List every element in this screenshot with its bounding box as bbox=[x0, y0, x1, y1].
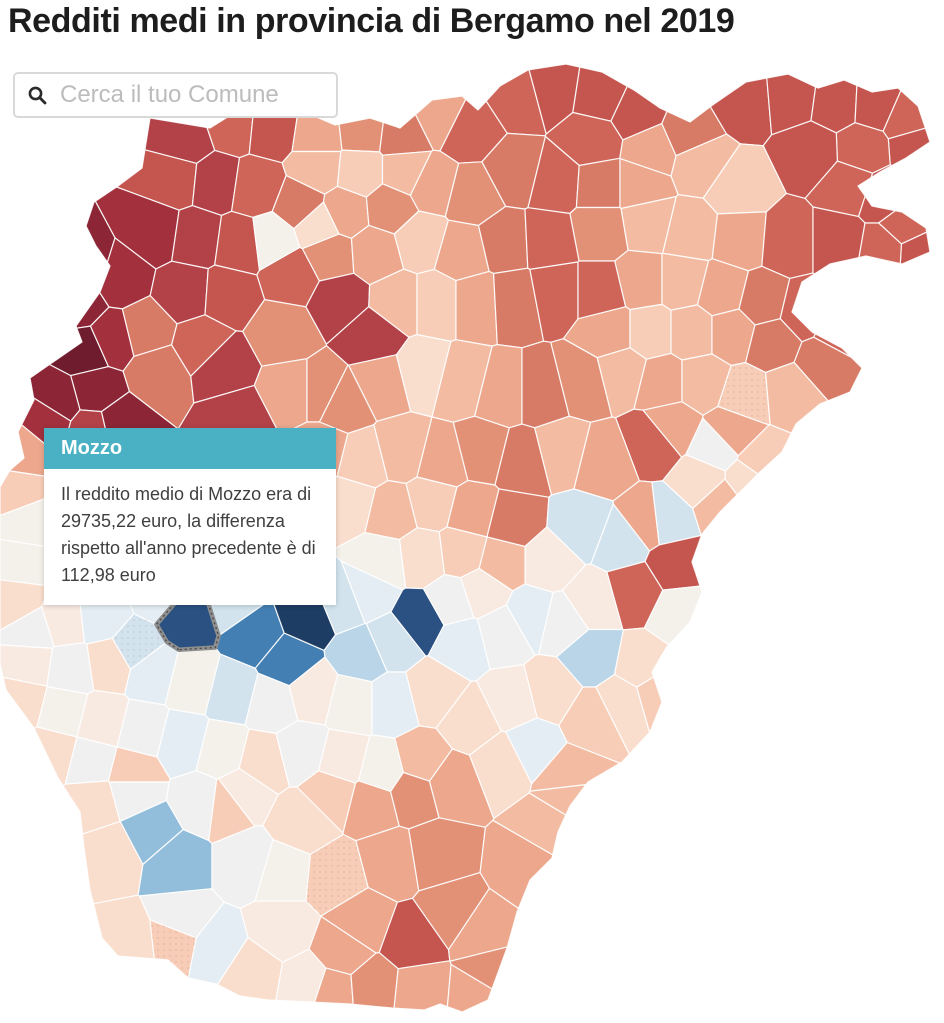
map-region[interactable] bbox=[416, 268, 457, 342]
tooltip-title: Mozzo bbox=[44, 428, 336, 469]
map-region[interactable] bbox=[393, 960, 452, 1011]
search-box bbox=[13, 72, 338, 118]
map-region-texture bbox=[150, 919, 197, 978]
map-region[interactable] bbox=[92, 894, 155, 960]
map-region[interactable] bbox=[338, 117, 384, 153]
map-region[interactable] bbox=[293, 201, 340, 250]
map-region[interactable] bbox=[46, 642, 95, 695]
map-region[interactable] bbox=[81, 820, 144, 905]
map-region[interactable] bbox=[208, 778, 256, 844]
map-region-texture bbox=[112, 613, 167, 670]
map-region-texture bbox=[306, 834, 369, 916]
map-region[interactable] bbox=[670, 304, 713, 361]
map-region[interactable] bbox=[636, 676, 663, 733]
tooltip-body: Il reddito medio di Mozzo era di 29735,2… bbox=[61, 484, 316, 585]
map-region[interactable] bbox=[724, 458, 759, 496]
map-region[interactable] bbox=[812, 206, 866, 275]
map-region[interactable] bbox=[446, 963, 493, 1013]
map-region[interactable] bbox=[455, 270, 498, 347]
search-input[interactable] bbox=[58, 80, 324, 110]
map-region[interactable] bbox=[613, 627, 670, 688]
map-region[interactable] bbox=[314, 967, 354, 1005]
page-title: Redditi medi in provincia di Bergamo nel… bbox=[8, 2, 735, 40]
map-region[interactable] bbox=[793, 336, 863, 402]
mozzo-tooltip: Mozzo Il reddito medio di Mozzo era di 2… bbox=[44, 428, 336, 605]
map-region[interactable] bbox=[165, 770, 218, 842]
map-region[interactable] bbox=[171, 205, 223, 270]
map-region[interactable] bbox=[85, 200, 116, 292]
map-region-texture bbox=[717, 362, 771, 425]
map-region[interactable] bbox=[736, 424, 792, 475]
map-region[interactable] bbox=[765, 361, 829, 434]
search-icon bbox=[28, 86, 47, 104]
map-region[interactable] bbox=[856, 222, 902, 270]
map-region[interactable] bbox=[524, 207, 580, 270]
map-region[interactable] bbox=[529, 741, 621, 792]
map-region[interactable] bbox=[569, 206, 629, 262]
map-region[interactable] bbox=[692, 478, 738, 536]
map-region[interactable] bbox=[575, 157, 621, 209]
map-region[interactable] bbox=[629, 303, 672, 360]
map-region[interactable] bbox=[409, 149, 460, 218]
